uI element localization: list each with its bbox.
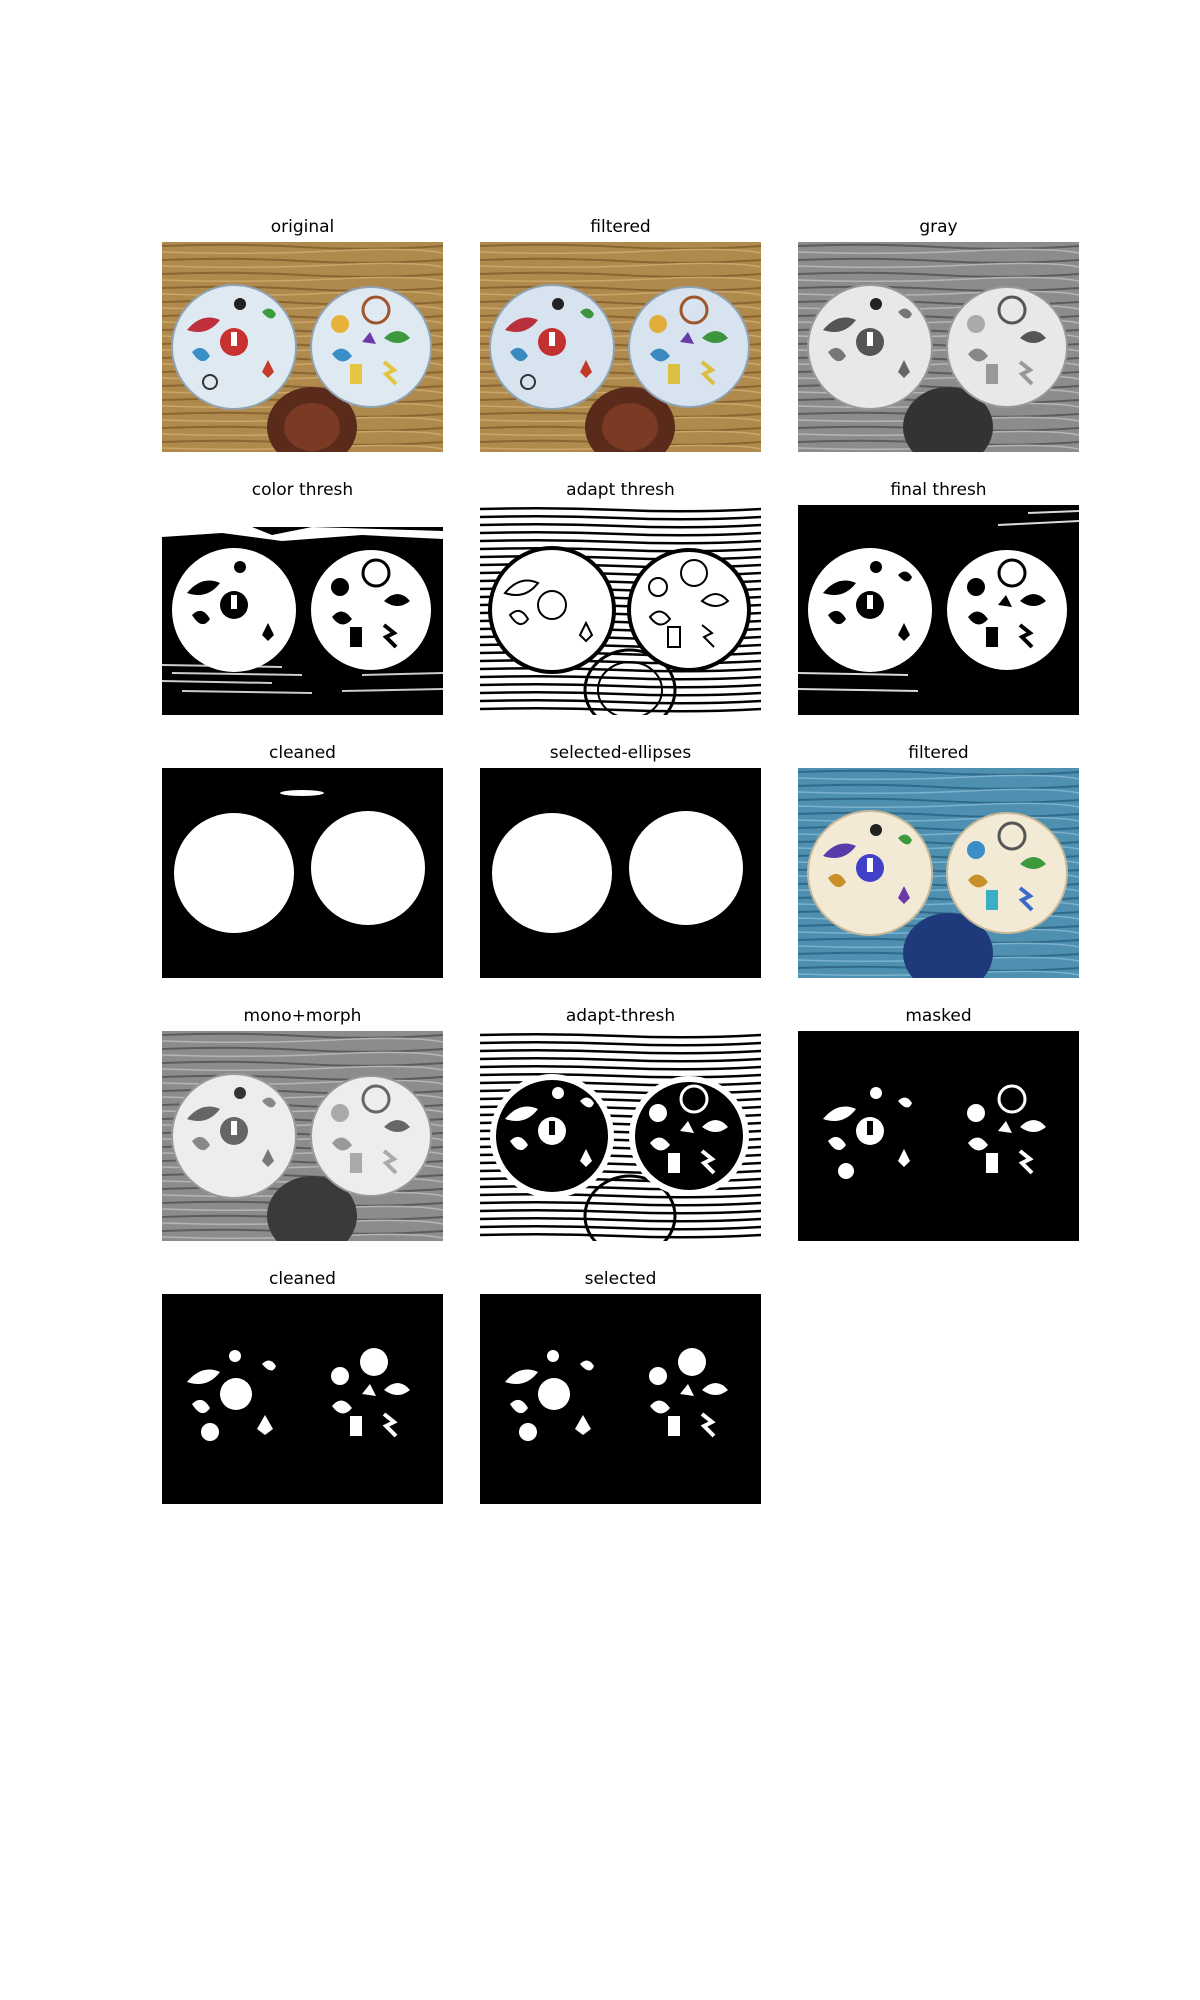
gray-image bbox=[798, 242, 1079, 452]
panel-final-thresh: final thresh bbox=[798, 479, 1079, 715]
panel-selected-symbols: selected bbox=[480, 1268, 761, 1504]
cleaned-image bbox=[162, 768, 443, 978]
adapt-thresh-inner-mask bbox=[480, 1031, 761, 1241]
adapt-thresh-image bbox=[480, 505, 761, 715]
panel-cleaned: cleaned bbox=[162, 742, 443, 978]
selected-symbols bbox=[480, 1294, 761, 1504]
panel-cleaned-symbols: cleaned bbox=[162, 1268, 443, 1504]
mono-morph-photo bbox=[162, 1031, 443, 1241]
panel-color-thresh: color thresh bbox=[162, 479, 443, 715]
panel-title: selected bbox=[584, 1269, 657, 1289]
cleaned-disc-mask bbox=[162, 768, 443, 978]
filtered-image bbox=[480, 242, 761, 452]
gray-photo bbox=[798, 242, 1079, 452]
panel-title: color thresh bbox=[251, 480, 354, 500]
original-photo bbox=[162, 242, 443, 452]
panel-mono-morph: mono+morph bbox=[162, 1005, 443, 1241]
cleaned-symbols bbox=[162, 1294, 443, 1504]
panel-title: cleaned bbox=[269, 743, 336, 763]
panel-title: original bbox=[270, 217, 335, 237]
adapt-thresh-2-image bbox=[480, 1031, 761, 1241]
final-thresh-mask bbox=[798, 505, 1079, 715]
panel-title: filtered bbox=[590, 217, 651, 237]
panel-title: mono+morph bbox=[243, 1006, 362, 1026]
panel-adapt-thresh-2: adapt-thresh bbox=[480, 1005, 761, 1241]
color-thresh-mask bbox=[162, 505, 443, 715]
masked-image bbox=[798, 1031, 1079, 1241]
original-image bbox=[162, 242, 443, 452]
selected-symbols-image bbox=[480, 1294, 761, 1504]
panel-filtered-inverted: filtered bbox=[798, 742, 1079, 978]
final-thresh-image bbox=[798, 505, 1079, 715]
panel-title: adapt thresh bbox=[566, 480, 675, 500]
masked-symbols bbox=[798, 1031, 1079, 1241]
panel-original: original bbox=[162, 216, 443, 452]
panel-title: cleaned bbox=[269, 1269, 336, 1289]
mono-morph-image bbox=[162, 1031, 443, 1241]
adapt-thresh-mask bbox=[480, 505, 761, 715]
panel-filtered: filtered bbox=[480, 216, 761, 452]
panel-gray: gray bbox=[798, 216, 1079, 452]
color-thresh-image bbox=[162, 505, 443, 715]
filtered-color-inverted-photo bbox=[798, 768, 1079, 978]
panel-title: selected-ellipses bbox=[549, 743, 692, 763]
selected-ellipses-image bbox=[480, 768, 761, 978]
cleaned-symbols-image bbox=[162, 1294, 443, 1504]
panel-title: adapt-thresh bbox=[565, 1006, 676, 1026]
panel-title: final thresh bbox=[890, 480, 987, 500]
panel-title: gray bbox=[919, 217, 958, 237]
panel-selected-ellipses: selected-ellipses bbox=[480, 742, 761, 978]
panel-title: masked bbox=[905, 1006, 972, 1026]
filtered-photo bbox=[480, 242, 761, 452]
selected-ellipses-mask bbox=[480, 768, 761, 978]
panel-adapt-thresh: adapt thresh bbox=[480, 479, 761, 715]
panel-title: filtered bbox=[908, 743, 969, 763]
panel-masked: masked bbox=[798, 1005, 1079, 1241]
filtered-inverted-image bbox=[798, 768, 1079, 978]
